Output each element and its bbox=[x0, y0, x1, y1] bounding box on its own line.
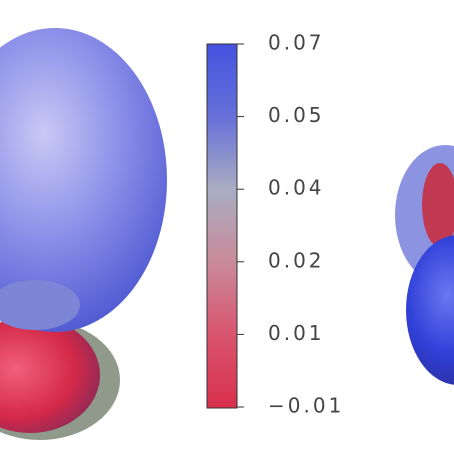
lower-sphere bbox=[406, 235, 454, 385]
colorbar-tick-label: 0.01 bbox=[268, 321, 325, 345]
colorbar-tick-label: 0.07 bbox=[268, 31, 325, 55]
left-molecule bbox=[0, 28, 167, 440]
colorbar-tick-label: 0.05 bbox=[268, 103, 325, 127]
colorbar-tick-label: −0.01 bbox=[268, 394, 344, 418]
red-band bbox=[422, 163, 454, 247]
red-lobe bbox=[0, 317, 100, 433]
colorbar-tick-label: 0.04 bbox=[268, 176, 325, 200]
colorbar-tick-label: 0.02 bbox=[268, 248, 325, 272]
right-molecule bbox=[395, 145, 454, 385]
neck bbox=[0, 280, 80, 330]
blue-sphere bbox=[0, 28, 167, 332]
colorbar-ticks: 0.07 0.05 0.04 0.02 0.01 −0.01 bbox=[237, 31, 344, 418]
colorbar: 0.07 0.05 0.04 0.02 0.01 −0.01 bbox=[206, 31, 344, 418]
colorbar-gradient bbox=[206, 43, 238, 409]
